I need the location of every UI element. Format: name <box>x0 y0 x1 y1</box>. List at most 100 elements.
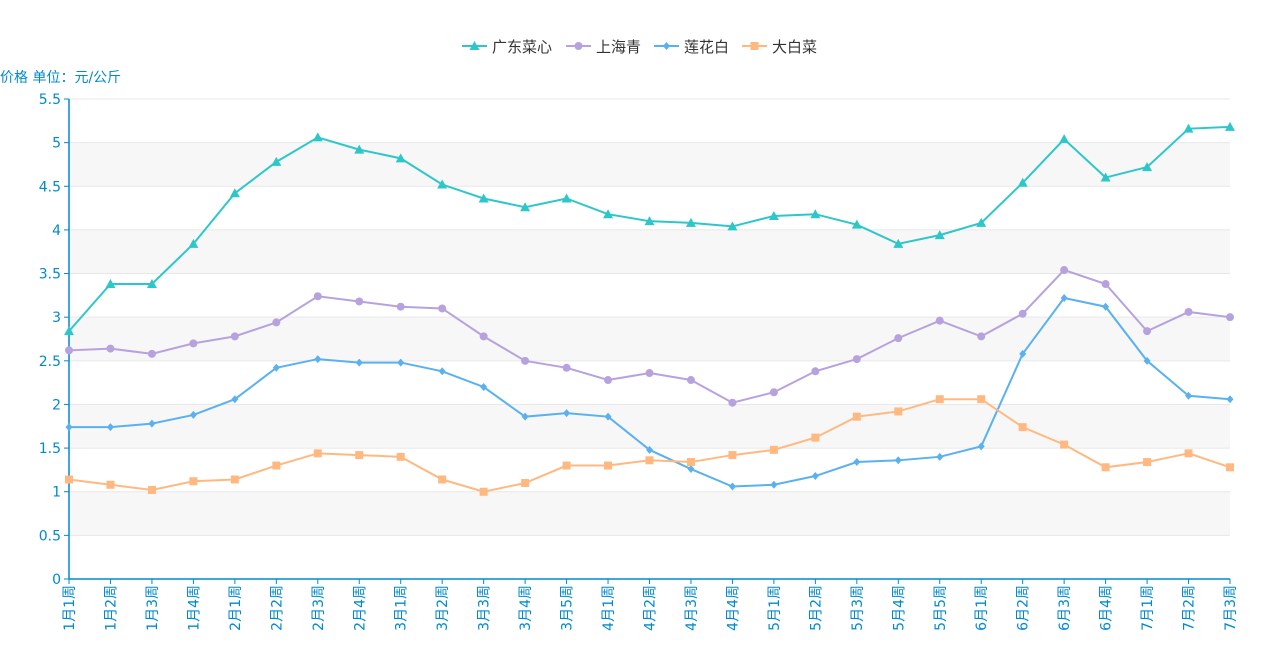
triangle-marker <box>271 156 282 166</box>
triangle-marker <box>727 221 738 231</box>
x-tick-label: 2月2周 <box>269 585 285 631</box>
square-marker <box>1101 463 1110 472</box>
square-marker <box>686 458 695 467</box>
diamond-marker <box>438 367 446 376</box>
diamond-marker <box>663 42 670 50</box>
square-marker <box>728 451 737 460</box>
x-tick-label: 2月3周 <box>311 585 327 631</box>
square-marker <box>1226 463 1234 472</box>
triangle-marker <box>469 41 480 50</box>
grid-band <box>69 229 1230 274</box>
y-tick-label: 3 <box>52 310 61 326</box>
circle-marker <box>1018 309 1027 318</box>
diamond-marker <box>1060 293 1068 302</box>
x-tick-label: 7月3周 <box>1223 585 1239 631</box>
square-marker <box>396 452 405 461</box>
circle-marker <box>686 376 695 385</box>
triangle-marker <box>105 279 116 289</box>
circle-marker <box>65 346 73 355</box>
legend-item[interactable]: 上海青 <box>566 38 641 56</box>
x-tick-label: 5月3周 <box>850 585 866 631</box>
x-tick-label: 3月3周 <box>477 585 493 631</box>
square-marker <box>894 407 903 416</box>
triangle-marker <box>395 153 406 163</box>
triangle-marker <box>1225 121 1235 131</box>
circle-marker <box>438 304 447 313</box>
x-tick-label: 6月4周 <box>1099 585 1115 631</box>
diamond-marker <box>1102 302 1110 311</box>
square-marker <box>1143 458 1152 467</box>
circle-marker <box>728 398 737 407</box>
x-tick-label: 7月1周 <box>1140 585 1156 631</box>
square-marker <box>438 475 447 484</box>
square-marker <box>479 487 488 496</box>
legend-item[interactable]: 大白菜 <box>742 38 817 56</box>
diamond-marker <box>148 419 156 428</box>
triangle-marker <box>934 230 945 240</box>
square-marker <box>521 479 530 487</box>
x-tick-label: 5月1周 <box>767 585 783 631</box>
diamond-marker <box>646 445 653 454</box>
x-tick-label: 6月2周 <box>1016 585 1032 631</box>
triangle-marker <box>768 210 779 220</box>
y-tick-label: 0.5 <box>39 528 61 544</box>
series-group <box>64 121 1235 496</box>
diamond-marker <box>728 482 736 491</box>
x-tick-label: 4月4周 <box>725 585 741 631</box>
square-marker <box>769 445 778 454</box>
square-marker <box>811 433 820 442</box>
circle-marker <box>852 355 861 364</box>
legend[interactable]: 广东菜心 上海青 莲花白 大白菜 <box>462 38 817 56</box>
circle-marker <box>562 363 571 372</box>
diamond-marker <box>231 395 239 404</box>
series-square <box>65 395 1234 496</box>
series-diamond <box>65 293 1234 491</box>
diamond-marker <box>853 458 861 467</box>
diamond-marker <box>521 412 529 421</box>
x-tick-label: 5月2周 <box>808 585 824 631</box>
square-marker <box>604 461 613 470</box>
diamond-marker <box>355 358 363 367</box>
triangle-marker <box>229 188 240 198</box>
triangle-marker <box>603 209 614 219</box>
triangle-marker <box>64 326 74 336</box>
square-marker <box>355 451 364 460</box>
diamond-marker <box>1185 391 1193 400</box>
triangle-marker <box>146 279 157 289</box>
circle-marker <box>1060 266 1069 275</box>
triangle-marker <box>561 193 572 203</box>
circle-marker <box>479 332 488 341</box>
circle-marker <box>769 388 778 397</box>
series-circle <box>65 266 1234 407</box>
legend-item[interactable]: 莲花白 <box>654 38 729 56</box>
diamond-marker <box>272 363 280 372</box>
circle-marker <box>811 367 820 376</box>
x-tick-label: 3月5周 <box>560 585 576 631</box>
triangle-marker <box>1142 162 1153 172</box>
triangle-marker <box>478 193 489 203</box>
square-marker <box>272 461 281 470</box>
square-marker <box>562 461 571 470</box>
circle-marker <box>935 316 944 325</box>
x-tick-label: 4月3周 <box>684 585 700 631</box>
x-tick-label: 1月4周 <box>186 585 202 631</box>
square-marker <box>750 42 759 50</box>
circle-marker <box>604 376 613 385</box>
x-tick-label: 6月3周 <box>1057 585 1073 631</box>
legend-item[interactable]: 广东菜心 <box>462 38 552 56</box>
x-tick-label: 1月1周 <box>62 585 78 631</box>
diamond-marker <box>397 358 405 367</box>
square-marker <box>189 477 198 486</box>
square-marker <box>1018 423 1027 432</box>
circle-marker <box>1184 307 1193 316</box>
triangle-marker <box>437 179 448 189</box>
square-marker <box>935 395 944 404</box>
y-tick-label: 1.5 <box>39 441 61 457</box>
x-tick-label: 1月2周 <box>103 585 119 631</box>
triangle-marker <box>893 238 904 248</box>
axes: 0 0.5 1 1.5 2 2.5 3 3.5 4 4.5 5 5.5 1月1周 1月2周 1月3周 1月4周… <box>39 92 1239 631</box>
triangle-marker <box>851 219 862 229</box>
x-tick-label: 3月1周 <box>394 585 410 631</box>
square-marker <box>313 449 322 458</box>
